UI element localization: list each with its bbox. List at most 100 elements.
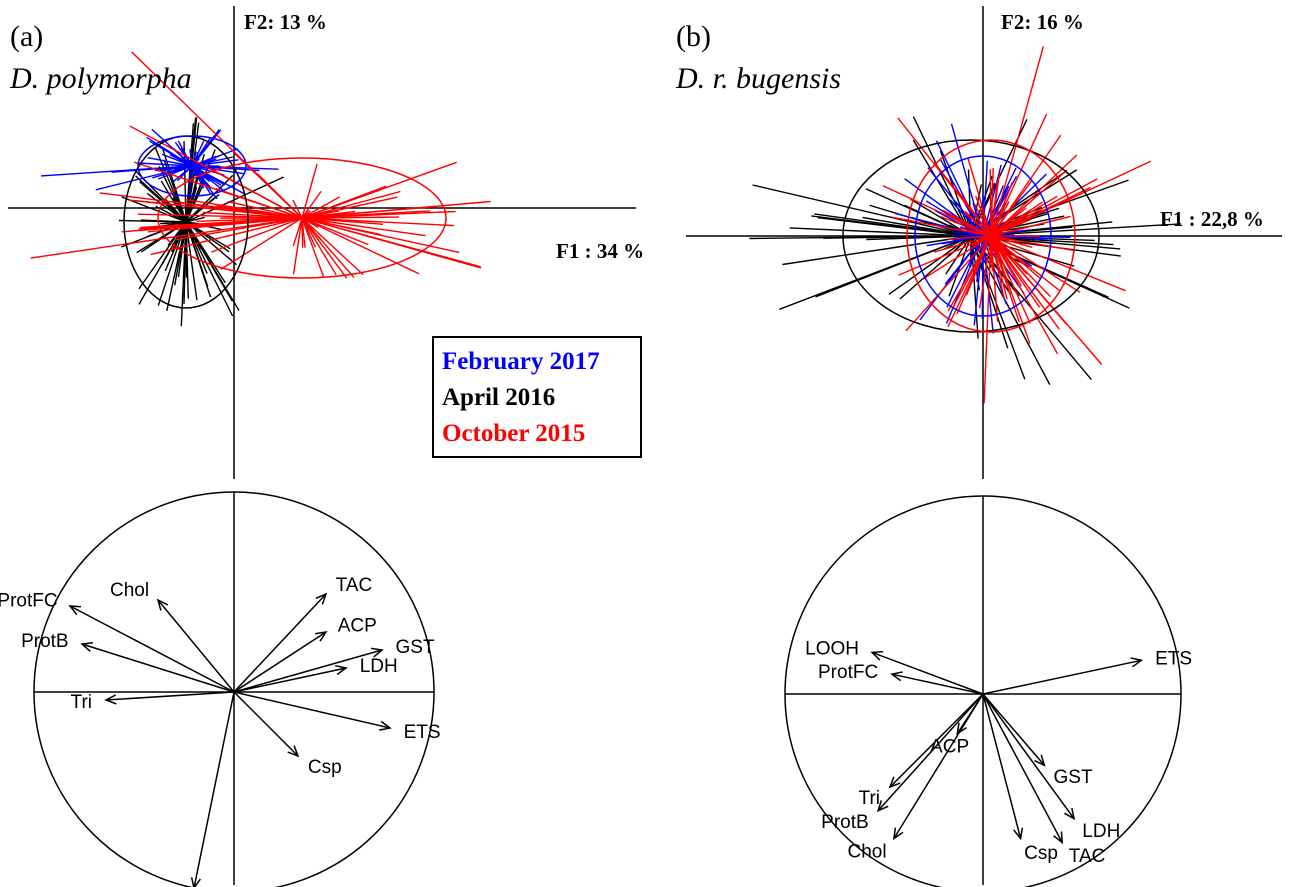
sample-ray-february-2017 <box>172 165 193 175</box>
arrow-looh-a <box>193 691 235 887</box>
arrow-chol-a <box>157 599 235 693</box>
sample-ray-october-2015 <box>922 235 992 280</box>
arrowhead-tac-a <box>315 592 328 605</box>
sample-ray-october-2015 <box>957 191 992 237</box>
sample-ray-october-2015 <box>989 235 992 269</box>
sample-ray-october-2015 <box>990 235 1060 291</box>
sample-ray-october-2015 <box>301 217 420 275</box>
sample-ray-october-2015 <box>990 215 1071 237</box>
sample-ray-october-2015 <box>990 235 1041 308</box>
var-label-tac-b: TAC <box>1069 846 1106 867</box>
sample-ray-october-2015 <box>947 235 992 240</box>
arrow-protb-b <box>877 693 984 812</box>
sample-ray-february-2017 <box>137 162 193 167</box>
arrow-chol-b <box>893 693 984 839</box>
sample-ray-april-2016 <box>779 235 972 310</box>
sample-ray-october-2015 <box>978 235 992 309</box>
sample-ray-october-2015 <box>301 185 387 219</box>
sample-ray-october-2015 <box>301 217 319 229</box>
sample-ray-april-2016 <box>146 221 187 238</box>
sample-ray-october-2015 <box>942 209 992 237</box>
var-label-ldh-b: LDH <box>1082 821 1120 842</box>
var-label-chol-b: Chol <box>848 842 887 863</box>
sample-ray-october-2015 <box>990 235 1033 248</box>
var-label-protb-b: ProtB <box>821 812 869 833</box>
sample-ray-october-2015 <box>990 235 1031 324</box>
sample-ray-october-2015 <box>147 217 303 233</box>
sample-ray-october-2015 <box>260 195 303 219</box>
sample-ray-october-2015 <box>974 204 992 237</box>
sample-ray-october-2015 <box>990 235 1059 355</box>
sample-ray-october-2015 <box>990 181 999 237</box>
ellipse-february-2017-b <box>914 155 1052 317</box>
sample-ray-october-2015 <box>990 160 1152 237</box>
var-label-protfc-a: ProtFC <box>0 591 58 612</box>
sample-ray-april-2016 <box>146 192 187 223</box>
sample-ray-october-2015 <box>301 217 304 248</box>
sample-ray-october-2015 <box>990 181 1014 237</box>
arrowhead-looh-b <box>870 650 884 661</box>
sample-ray-october-2015 <box>292 217 303 275</box>
sample-ray-october-2015 <box>301 196 341 219</box>
sample-ray-october-2015 <box>933 235 992 253</box>
f1-label-b: F1 : 22,8 % <box>1160 207 1264 231</box>
sample-ray-february-2017 <box>951 234 984 237</box>
f2-label-a: F2: 13 % <box>244 10 327 34</box>
legend-item-feb-2017: February 2017 <box>442 348 600 375</box>
arrowhead-protb-b <box>876 800 889 813</box>
arrowhead-chol-a <box>156 598 169 611</box>
sample-ray-october-2015 <box>990 113 1048 237</box>
sample-ray-october-2015 <box>905 235 992 332</box>
sample-ray-october-2015 <box>301 200 491 219</box>
sample-ray-october-2015 <box>990 235 1051 297</box>
sample-ray-october-2015 <box>971 235 992 247</box>
var-label-tac-a: TAC <box>336 575 373 596</box>
arrow-acp-a <box>233 631 327 693</box>
arrow-tac-a <box>233 593 327 693</box>
correlation-circle-b: LOOHETSProtFCTriProtBACPCholGSTLDHTACCsp <box>784 495 1192 887</box>
arrow-ets-b <box>982 659 1142 695</box>
sample-ray-october-2015 <box>215 187 303 219</box>
ellipse-april-2016-b <box>842 139 1100 333</box>
var-label-tri-a: Tri <box>71 692 92 713</box>
sample-ray-october-2015 <box>301 217 364 276</box>
sample-ray-october-2015 <box>301 217 426 237</box>
arrowhead-acp-b <box>956 722 967 736</box>
f1-label-a: F1 : 34 % <box>556 239 644 263</box>
sample-ray-april-2016 <box>185 221 234 317</box>
arrowhead-protfc-b <box>890 671 903 682</box>
arrow-gst-a <box>233 649 383 693</box>
sample-ray-october-2015 <box>211 217 303 253</box>
sample-ray-october-2015 <box>301 190 322 219</box>
var-label-csp-b: Csp <box>1024 843 1058 864</box>
sample-ray-october-2015 <box>292 199 303 219</box>
var-label-protb-a: ProtB <box>21 631 69 652</box>
arrowhead-tac-b <box>1053 831 1064 845</box>
arrowhead-gst-b <box>1034 754 1046 767</box>
arrowhead-acp-a <box>314 630 328 642</box>
var-label-ldh-a: LDH <box>360 656 398 677</box>
var-label-chol-a: Chol <box>110 580 149 601</box>
sample-ray-october-2015 <box>990 207 1027 237</box>
sample-ray-october-2015 <box>301 217 369 246</box>
species-label-a: D. polymorpha <box>9 62 192 95</box>
arrowhead-tri-b <box>888 776 901 789</box>
arrow-tri-a <box>105 691 235 701</box>
legend-box <box>432 336 642 458</box>
sample-ray-october-2015 <box>990 201 1043 237</box>
var-label-gst-b: GST <box>1054 767 1093 788</box>
sample-ray-october-2015 <box>990 235 1076 252</box>
legend-item-apr-2016: April 2016 <box>442 384 555 411</box>
sample-ray-october-2015 <box>220 217 303 270</box>
var-label-ets-a: ETS <box>404 722 441 743</box>
arrowhead-looh-a <box>190 877 202 887</box>
var-label-ets-b: ETS <box>1155 648 1192 669</box>
arrowhead-tri-a <box>104 694 117 705</box>
sample-ray-april-2016 <box>939 150 972 237</box>
sample-ray-april-2016 <box>789 227 972 237</box>
sample-ray-october-2015 <box>140 217 303 229</box>
sample-ray-october-2015 <box>301 163 318 219</box>
sample-ray-april-2016 <box>185 221 237 266</box>
